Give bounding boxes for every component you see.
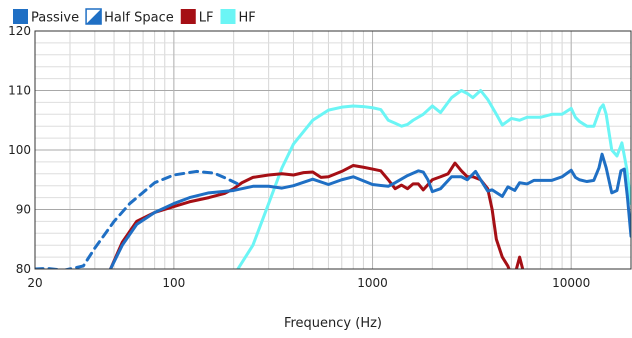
- x-tick-label: 20: [27, 276, 42, 290]
- y-tick-label: 80: [16, 262, 31, 276]
- series-group: [35, 89, 631, 269]
- legend-swatch-fill-half-space: [86, 9, 102, 24]
- x-tick-label: 100: [162, 276, 185, 290]
- y-tick-label: 120: [8, 24, 31, 38]
- y-tick-label: 90: [16, 203, 31, 217]
- legend: Passive Half Space LF HF: [13, 8, 256, 26]
- x-tick-label: 10000: [552, 276, 590, 290]
- series-line-passive: [109, 152, 631, 269]
- legend-swatch-hf: [220, 9, 236, 24]
- plot-frame: [34, 30, 632, 270]
- x-tick-label: 1000: [357, 276, 388, 290]
- series-line-hf: [236, 89, 631, 269]
- y-tick-labels: 80 90 100 110 120: [8, 24, 31, 276]
- y-tick-label: 110: [8, 84, 31, 98]
- legend-label-passive: Passive: [31, 11, 79, 26]
- legend-label-lf: LF: [199, 11, 214, 26]
- x-axis-label: Frequency (Hz): [284, 316, 382, 331]
- y-tick-label: 100: [8, 143, 31, 157]
- series-line-half-space: [35, 169, 240, 269]
- legend-label-hf: HF: [239, 11, 256, 26]
- legend-label-half-space: Half Space: [104, 11, 174, 26]
- legend-swatch-passive: [13, 9, 28, 24]
- x-tick-labels: 20 100 1000 10000: [27, 276, 590, 290]
- legend-swatch-lf: [180, 9, 196, 24]
